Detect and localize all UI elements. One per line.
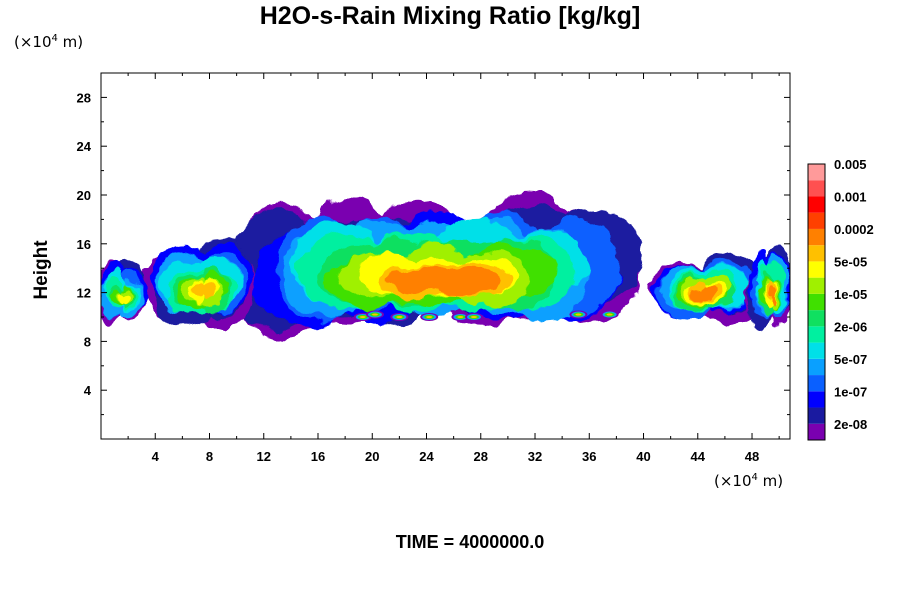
field-contours xyxy=(101,192,790,339)
chart-title: H2O-s-Rain Mixing Ratio [kg/kg] xyxy=(259,2,641,30)
x-unit-base: (×10 xyxy=(714,472,752,490)
y-tick-label: 4 xyxy=(84,383,92,398)
x-tick-label: 32 xyxy=(528,449,542,464)
colorbar-label: 1e-05 xyxy=(834,287,867,302)
x-tick-label: 28 xyxy=(474,449,488,464)
colorbar-label: 5e-07 xyxy=(834,352,867,367)
y-tick-label: 20 xyxy=(77,188,91,203)
colorbar-frame xyxy=(807,163,826,441)
contour-level-11 xyxy=(190,282,206,299)
y-axis-unit: (×104 m) xyxy=(14,33,83,51)
colorbar-label: 2e-06 xyxy=(834,319,867,334)
x-tick-label: 12 xyxy=(257,449,271,464)
colorbar-swatch xyxy=(808,228,825,246)
contour-level-12 xyxy=(425,266,499,295)
colorbar-swatch xyxy=(808,277,825,294)
cell-5 xyxy=(470,316,477,318)
colorbar-swatch xyxy=(808,423,825,440)
x-unit-tail: m) xyxy=(757,472,784,490)
cell-2 xyxy=(396,316,403,318)
y-tick-label: 28 xyxy=(77,90,91,105)
colorbar-swatch xyxy=(808,358,825,376)
colorbar-label: 2e-08 xyxy=(834,417,867,432)
x-tick-label: 16 xyxy=(311,449,325,464)
x-tick-label: 4 xyxy=(152,449,160,464)
colorbar-swatch xyxy=(808,261,825,278)
colorbar-swatch xyxy=(808,245,825,262)
colorbar-swatch xyxy=(808,293,825,311)
contour-level-10 xyxy=(119,292,127,306)
contour-level-12 xyxy=(701,285,718,299)
x-tick-label: 40 xyxy=(636,449,650,464)
colorbar-swatch xyxy=(808,407,825,424)
contour-level-12 xyxy=(691,286,706,298)
colorbar-label: 0.001 xyxy=(834,189,867,204)
colorbar-swatch xyxy=(808,375,825,392)
colorbar-swatch xyxy=(808,196,825,213)
colorbar-swatch xyxy=(808,326,825,343)
data-field xyxy=(101,192,790,339)
y-tick-label: 16 xyxy=(77,237,91,252)
colorbar-label: 5e-05 xyxy=(834,254,867,269)
colorbar-swatch xyxy=(808,180,825,197)
cell-7 xyxy=(606,313,613,316)
y-tick-label: 24 xyxy=(77,139,92,154)
cell-0 xyxy=(359,316,366,318)
y-unit-tail: m) xyxy=(57,33,84,51)
colorbar-swatch xyxy=(808,391,825,408)
cell-3 xyxy=(426,316,433,318)
x-tick-label: 36 xyxy=(582,449,596,464)
cell-4 xyxy=(457,316,464,318)
contour-level-11 xyxy=(201,282,217,301)
colorbar-swatch xyxy=(808,310,825,327)
x-axis-unit: (×104 m) xyxy=(714,472,783,490)
colorbar-label: 0.005 xyxy=(834,157,867,172)
y-tick-label: 12 xyxy=(77,286,91,301)
cell-6 xyxy=(575,313,582,316)
colorbar-swatch xyxy=(808,342,825,359)
cell-1 xyxy=(371,313,378,316)
y-unit-exp: 4 xyxy=(51,33,58,44)
y-tick-label: 8 xyxy=(84,334,91,349)
x-tick-label: 8 xyxy=(206,449,213,464)
colorbar-swatch xyxy=(808,164,825,181)
colorbar-swatch xyxy=(808,212,825,229)
colorbar: 2e-08 1e-07 5e-07 2e-06 1e-05 5e-05 0.0002 0.00… xyxy=(807,157,874,441)
contour-level-12 xyxy=(770,287,777,305)
time-label: TIME = 4000000.0 xyxy=(395,532,545,552)
x-tick-label: 24 xyxy=(419,449,434,464)
x-tick-label: 44 xyxy=(691,449,706,464)
colorbar-label: 0.0002 xyxy=(834,222,874,237)
x-tick-label: 48 xyxy=(745,449,759,464)
x-unit-exp: 4 xyxy=(751,472,758,483)
y-unit-base: (×10 xyxy=(14,33,52,51)
x-tick-label: 20 xyxy=(365,449,379,464)
plot-frame xyxy=(100,72,791,440)
colorbar-label: 1e-07 xyxy=(834,384,867,399)
